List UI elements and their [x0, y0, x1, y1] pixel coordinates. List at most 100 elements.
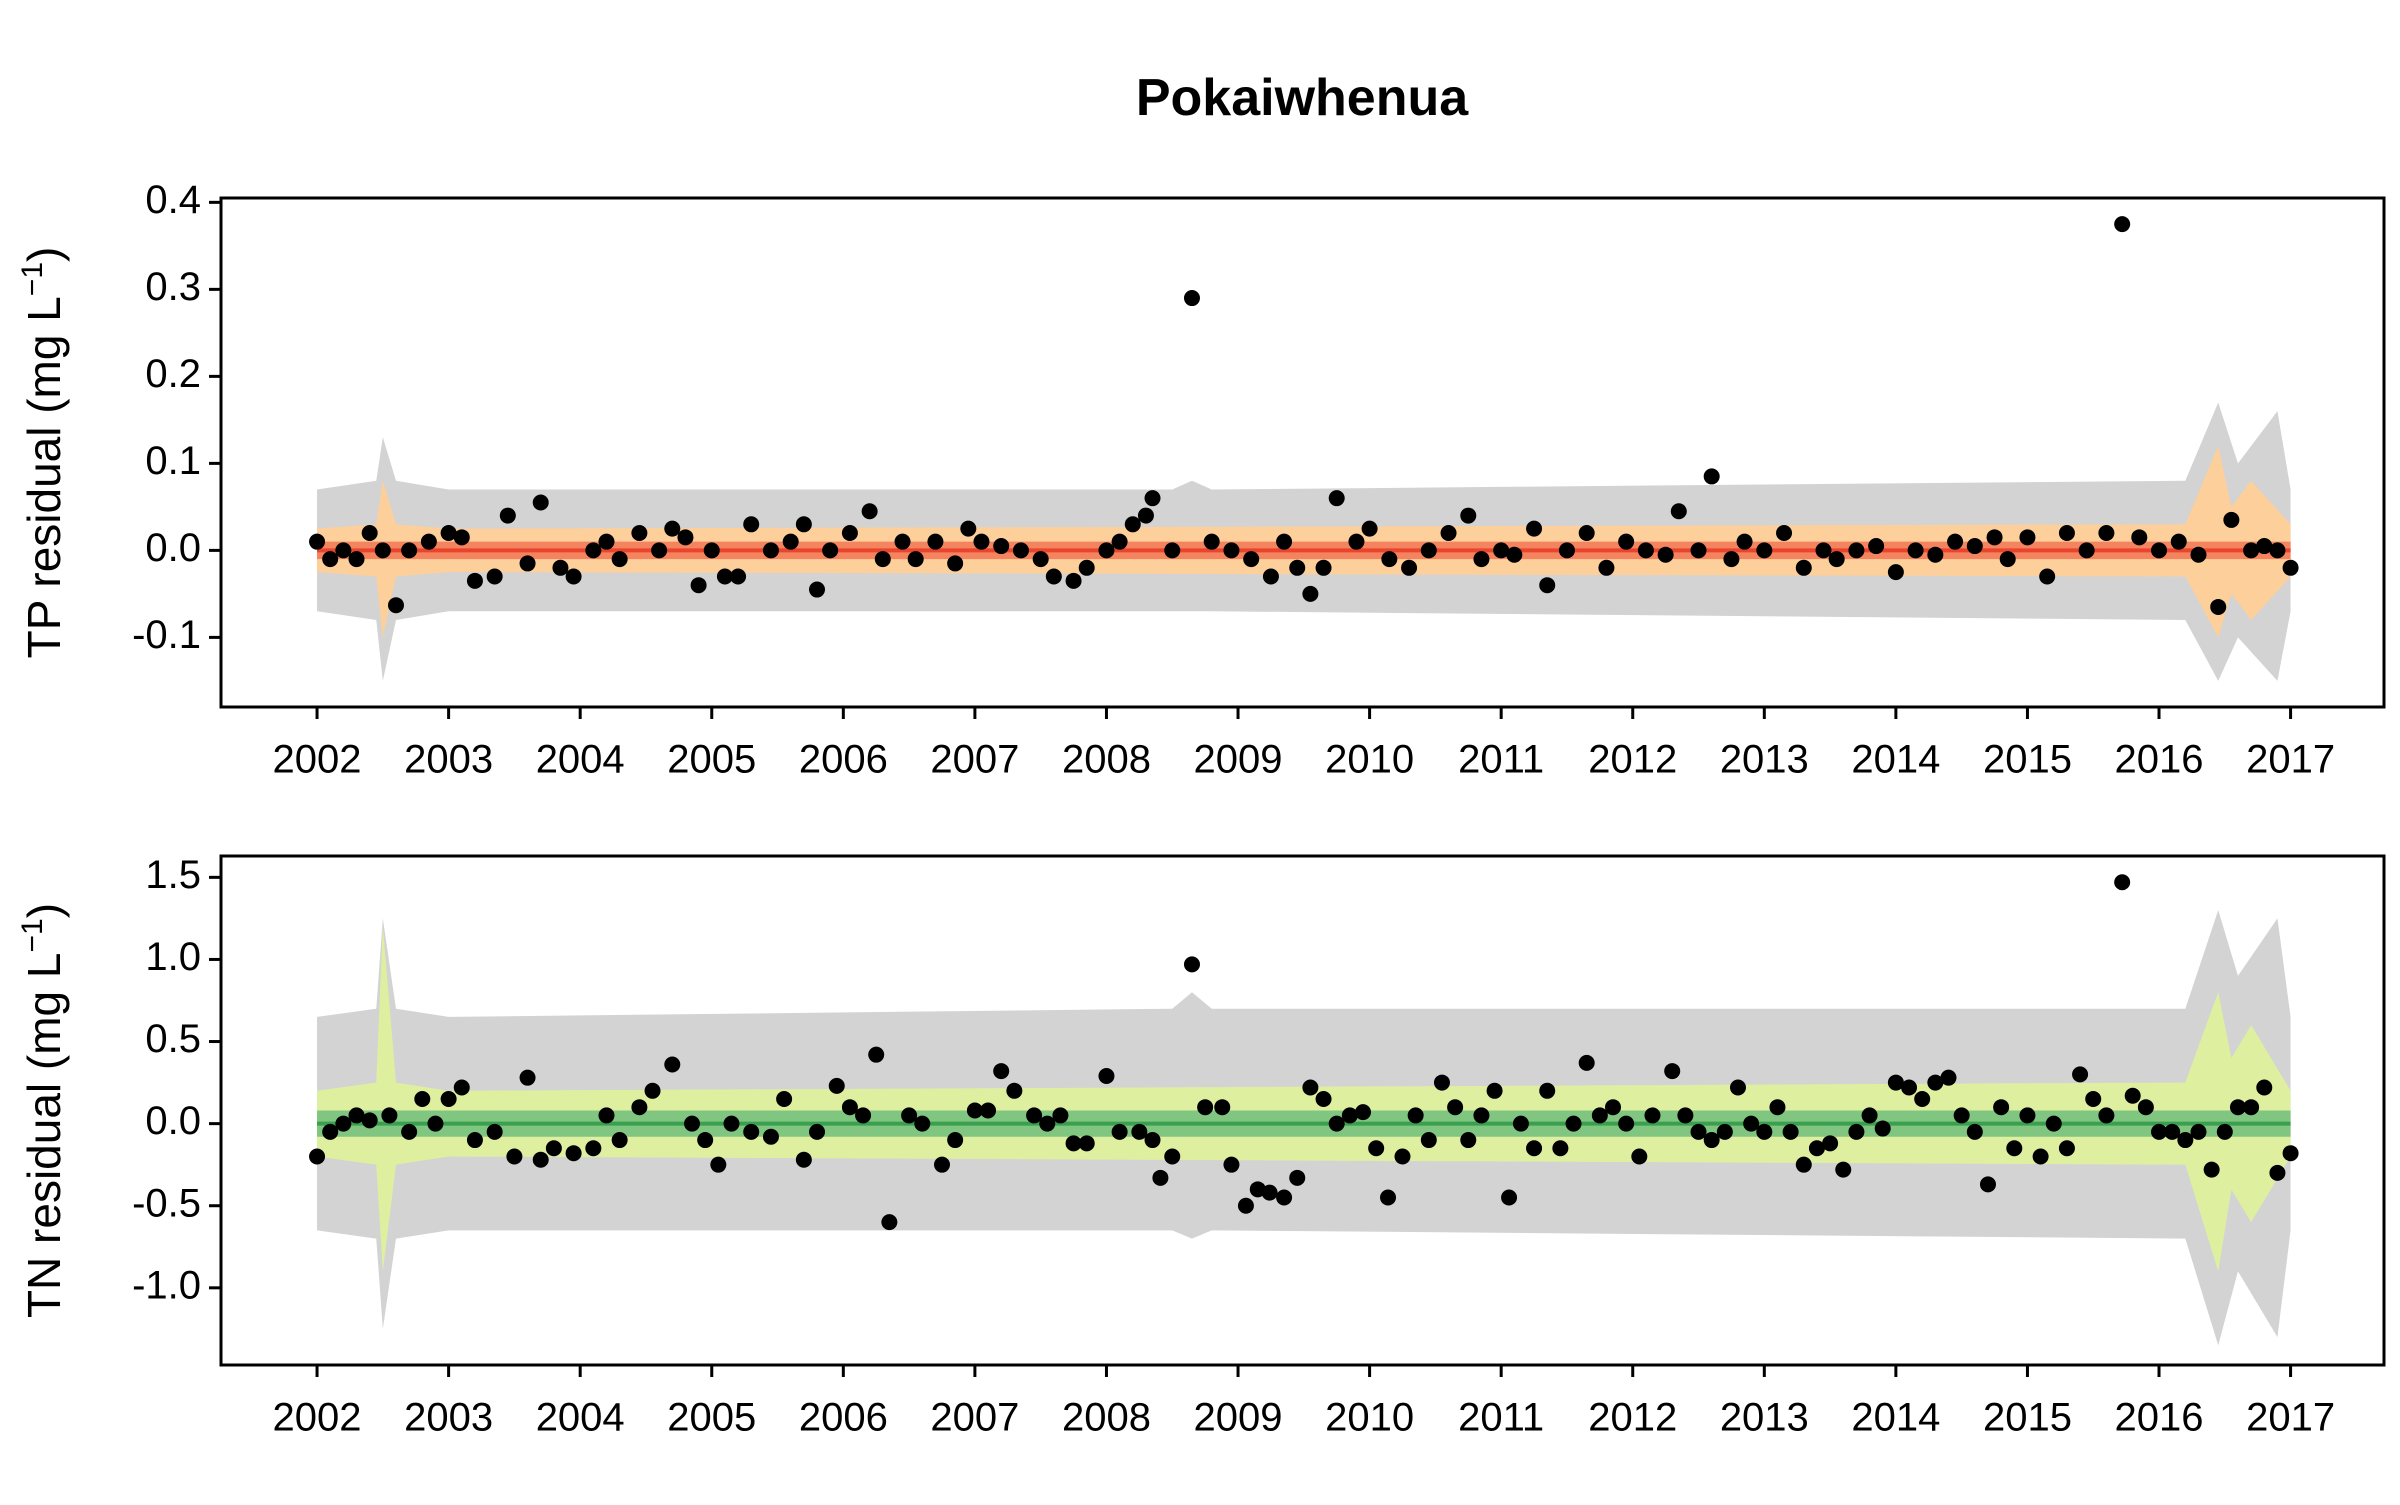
residual-point — [1420, 1132, 1437, 1149]
residual-point — [1848, 542, 1865, 559]
x-tick-label: 2011 — [1458, 1396, 1544, 1440]
residual-point — [1776, 524, 1793, 541]
x-tick-label: 2010 — [1325, 1396, 1414, 1440]
y-tick-label: 0.0 — [145, 1099, 201, 1143]
y-axis-label-end: ) — [18, 247, 70, 262]
residual-point — [532, 494, 549, 511]
x-tick-label: 2012 — [1588, 1396, 1677, 1440]
residual-point — [1289, 1169, 1306, 1186]
y-tick-label: 1.5 — [145, 853, 201, 897]
residual-point — [1098, 542, 1115, 559]
residual-point — [677, 529, 694, 546]
residual-point — [1111, 533, 1128, 550]
residual-point — [1999, 551, 2016, 568]
residual-point — [420, 533, 437, 550]
residual-point — [1401, 559, 1418, 576]
residual-point — [499, 507, 516, 524]
residual-point — [1493, 542, 1510, 559]
y-axis-label-text: TN residual (mg L — [18, 952, 70, 1318]
residual-point — [1203, 533, 1220, 550]
residual-point — [980, 1102, 997, 1119]
x-tick-label: 2017 — [2246, 1396, 2335, 1440]
residual-point — [1065, 572, 1082, 589]
y-tick-label: -0.5 — [132, 1181, 201, 1225]
residual-point — [2177, 1132, 2194, 1149]
residual-point — [1848, 1123, 1865, 1140]
residual-point — [1223, 542, 1240, 559]
residual-point — [993, 538, 1010, 555]
residual-point — [1065, 1135, 1082, 1152]
x-tick-label: 2014 — [1851, 738, 1940, 782]
residual-point — [1907, 542, 1924, 559]
residual-point — [2190, 546, 2207, 563]
residual-point — [585, 542, 602, 559]
residual-point — [1526, 1140, 1543, 1157]
plot-area — [309, 874, 2299, 1346]
residual-point — [684, 1115, 701, 1132]
residual-point — [1690, 542, 1707, 559]
residual-point — [2269, 542, 2286, 559]
residual-point — [1433, 1074, 1450, 1091]
residual-point — [973, 533, 990, 550]
residual-point — [1447, 1099, 1464, 1116]
residual-point — [2216, 1123, 2233, 1140]
residual-point — [1006, 1082, 1023, 1099]
residual-point — [2058, 524, 2075, 541]
residual-point — [1598, 559, 1615, 576]
residual-point — [1993, 1099, 2010, 1116]
residual-point — [841, 1099, 858, 1116]
residual-point — [565, 1145, 582, 1162]
residual-point — [631, 524, 648, 541]
residual-point — [1618, 1115, 1635, 1132]
residual-point — [2256, 1079, 2273, 1096]
residual-point — [2203, 1161, 2220, 1178]
residual-point — [2098, 524, 2115, 541]
x-tick-label: 2003 — [404, 1396, 493, 1440]
residual-point — [2282, 559, 2299, 576]
residual-point — [1677, 1107, 1694, 1124]
residual-point — [874, 551, 891, 568]
residual-point — [1808, 1140, 1825, 1157]
residual-point — [901, 1107, 918, 1124]
residual-point — [2137, 1099, 2154, 1116]
residual-point — [1045, 568, 1062, 585]
residual-point — [710, 1156, 727, 1173]
residual-point — [1835, 1161, 1852, 1178]
residual-point — [1501, 1189, 1518, 1206]
residual-point — [2072, 1066, 2089, 1083]
y-tick-label: -1.0 — [132, 1263, 201, 1307]
residual-point — [1328, 1115, 1345, 1132]
residual-point — [1512, 1115, 1529, 1132]
residual-point — [1723, 551, 1740, 568]
residual-point — [335, 1115, 352, 1132]
residual-point — [381, 1107, 398, 1124]
residual-point — [1152, 1169, 1169, 1186]
residual-point — [703, 542, 720, 559]
residual-point — [723, 1115, 740, 1132]
residual-point — [795, 1151, 812, 1168]
residual-point — [1262, 568, 1279, 585]
residual-point — [2151, 1123, 2168, 1140]
residual-point — [2282, 1145, 2299, 1162]
residual-point — [1861, 1107, 1878, 1124]
residual-point — [716, 568, 733, 585]
residual-point — [309, 533, 326, 550]
residual-point — [611, 1132, 628, 1149]
residual-point — [466, 1132, 483, 1149]
residual-point — [947, 555, 964, 572]
residual-point — [1736, 533, 1753, 550]
residual-point — [1815, 542, 1832, 559]
x-tick-label: 2004 — [536, 738, 625, 782]
residual-point — [1032, 551, 1049, 568]
residual-point — [1302, 1079, 1319, 1096]
residual-point — [2085, 1091, 2102, 1108]
residual-point — [1197, 1099, 1214, 1116]
residual-point — [651, 542, 668, 559]
residual-point — [611, 551, 628, 568]
residual-point — [2256, 538, 2273, 555]
y-tick-label: 1.0 — [145, 935, 201, 979]
residual-point — [2006, 1140, 2023, 1157]
residual-point — [1966, 1123, 1983, 1140]
residual-point — [743, 1123, 760, 1140]
